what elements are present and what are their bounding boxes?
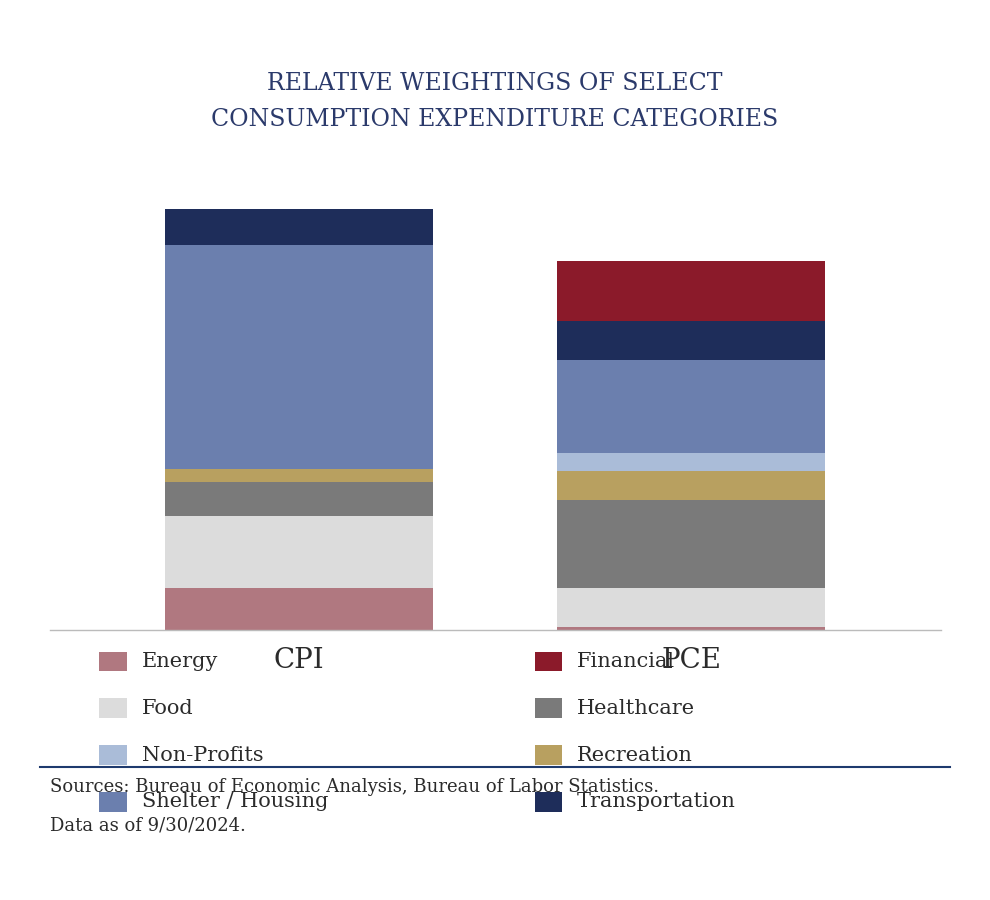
Bar xyxy=(557,589,825,627)
Bar xyxy=(557,472,825,500)
Text: Non-Profits: Non-Profits xyxy=(142,745,263,765)
Bar xyxy=(165,245,433,469)
Bar xyxy=(557,320,825,360)
Text: Food: Food xyxy=(142,698,193,718)
Bar xyxy=(557,500,825,589)
Bar xyxy=(557,454,825,472)
Bar xyxy=(165,482,433,516)
Text: Healthcare: Healthcare xyxy=(577,698,695,718)
Text: Transportation: Transportation xyxy=(577,792,736,812)
Text: Energy: Energy xyxy=(142,652,218,671)
Text: Data as of 9/30/2024.: Data as of 9/30/2024. xyxy=(50,816,246,834)
Bar xyxy=(165,469,433,482)
Text: RELATIVE WEIGHTINGS OF SELECT: RELATIVE WEIGHTINGS OF SELECT xyxy=(267,71,723,94)
Bar xyxy=(557,261,825,320)
Bar xyxy=(165,589,433,630)
Bar xyxy=(165,209,433,245)
Bar xyxy=(557,627,825,630)
Text: Shelter / Housing: Shelter / Housing xyxy=(142,792,328,812)
Bar xyxy=(165,516,433,589)
Text: CONSUMPTION EXPENDITURE CATEGORIES: CONSUMPTION EXPENDITURE CATEGORIES xyxy=(212,107,778,130)
Text: Recreation: Recreation xyxy=(577,745,693,765)
Text: Sources: Bureau of Economic Analysis, Bureau of Labor Statistics.: Sources: Bureau of Economic Analysis, Bu… xyxy=(50,778,658,796)
Text: Financial: Financial xyxy=(577,652,675,671)
Bar xyxy=(557,360,825,454)
